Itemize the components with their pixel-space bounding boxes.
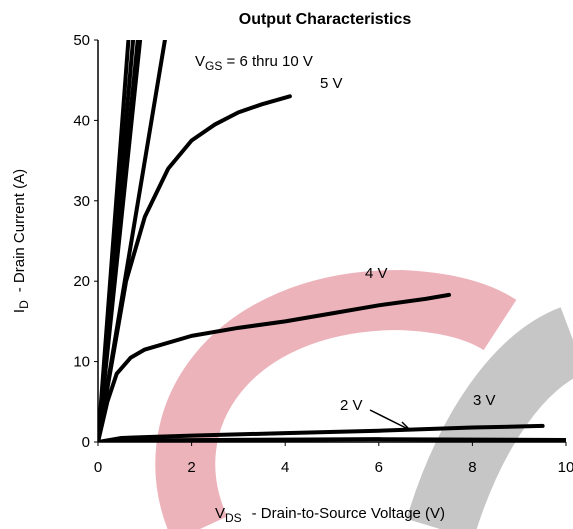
chart: Output Characteristics VDS- Drain-to-Sou…	[0, 0, 573, 529]
label-main: V	[195, 53, 205, 70]
label-rest: - Drain Current (A)	[11, 169, 28, 292]
x-tick-label: 6	[375, 459, 383, 476]
annotation: 3 V	[473, 392, 496, 409]
x-tick-label: 8	[468, 459, 476, 476]
y-tick-label: 0	[82, 434, 90, 451]
x-tick-label: 2	[187, 459, 195, 476]
y-tick-label: 30	[73, 193, 90, 210]
label-main: 2 V	[340, 397, 363, 414]
watermark-arc	[440, 340, 573, 529]
label-main: 3 V	[473, 392, 496, 409]
y-tick-label: 50	[73, 32, 90, 49]
label-sub: GS	[205, 59, 222, 73]
annotation: VGS = 6 thru 10 V	[195, 53, 313, 73]
arrow	[370, 410, 410, 431]
y-tick-label: 40	[73, 112, 90, 129]
y-tick-label: 20	[73, 273, 90, 290]
x-axis-label: VDS - Drain-to-Source Voltage (V)	[215, 505, 445, 525]
label-main: 5 V	[320, 75, 343, 92]
label-main: V	[215, 505, 225, 522]
x-tick-label: 0	[94, 459, 102, 476]
chart-title: Output Characteristics	[239, 11, 412, 28]
label-rest: - Drain-to-Source Voltage (V)	[252, 505, 445, 522]
label-sub: DS	[225, 511, 242, 525]
x-tick-label: 10	[558, 459, 573, 476]
y-tick-label: 10	[73, 354, 90, 371]
label-rest: = 6 thru 10 V	[222, 53, 312, 70]
annotation: 2 V	[340, 397, 363, 414]
x-tick-label: 4	[281, 459, 289, 476]
annotation: 4 V	[365, 265, 388, 282]
label-main: 4 V	[365, 265, 388, 282]
annotation: 5 V	[320, 75, 343, 92]
curve	[98, 40, 140, 442]
label-sub: D	[17, 300, 31, 309]
y-axis-label: ID- Drain Current (A)	[11, 169, 31, 313]
